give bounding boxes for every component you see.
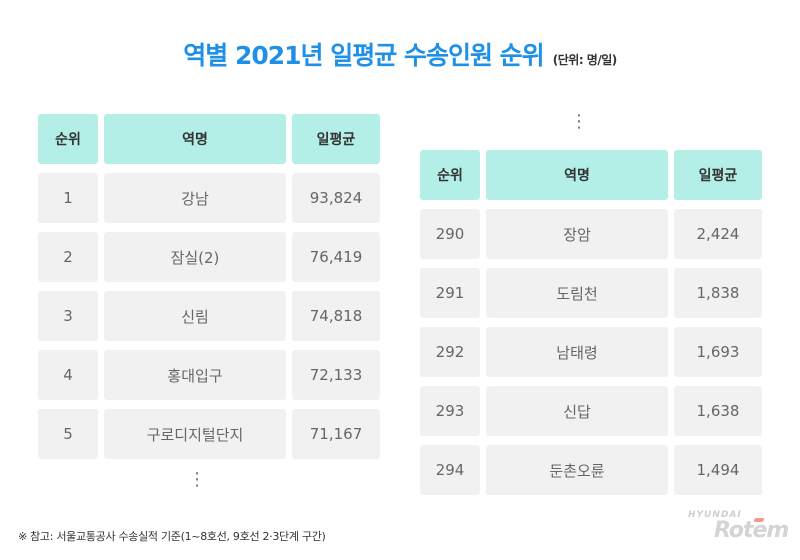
average-cell: 1,494 <box>674 445 762 495</box>
table-row: 290 장암 2,424 <box>420 209 762 259</box>
rank-cell: 290 <box>420 209 480 259</box>
station-cell: 신답 <box>486 386 668 436</box>
station-cell: 둔촌오륜 <box>486 445 668 495</box>
chart-title: 역별 2021년 일평균 수송인원 순위 <box>183 41 544 70</box>
logo-brand-top: HYUNDAI <box>688 510 742 520</box>
average-cell: 1,838 <box>674 268 762 318</box>
rank-cell: 4 <box>38 350 98 400</box>
header-station: 역명 <box>104 114 286 164</box>
header-average: 일평균 <box>674 150 762 200</box>
station-cell: 도림천 <box>486 268 668 318</box>
station-cell: 장암 <box>486 209 668 259</box>
station-cell: 잠실(2) <box>104 232 286 282</box>
average-cell: 2,424 <box>674 209 762 259</box>
table-row: 4 홍대입구 72,133 <box>38 350 380 400</box>
rank-cell: 294 <box>420 445 480 495</box>
table-header-row: 순위 역명 일평균 <box>38 114 380 164</box>
chart-title-row: 역별 2021년 일평균 수송인원 순위 (단위: 명/일) <box>0 36 800 72</box>
station-cell: 홍대입구 <box>104 350 286 400</box>
rank-cell: 3 <box>38 291 98 341</box>
header-average: 일평균 <box>292 114 380 164</box>
average-cell: 72,133 <box>292 350 380 400</box>
continuation-ellipsis: ⋮ <box>188 469 206 490</box>
rank-cell: 2 <box>38 232 98 282</box>
station-cell: 남태령 <box>486 327 668 377</box>
top-ranking-table: 순위 역명 일평균 1 강남 93,824 2 잠실(2) 76,419 3 신… <box>38 114 380 468</box>
station-cell: 강남 <box>104 173 286 223</box>
rank-cell: 291 <box>420 268 480 318</box>
header-rank: 순위 <box>420 150 480 200</box>
table-row: 294 둔촌오륜 1,494 <box>420 445 762 495</box>
average-cell: 1,693 <box>674 327 762 377</box>
header-station: 역명 <box>486 150 668 200</box>
table-row: 293 신답 1,638 <box>420 386 762 436</box>
table-row: 1 강남 93,824 <box>38 173 380 223</box>
bottom-ranking-table: 순위 역명 일평균 290 장암 2,424 291 도림천 1,838 292… <box>420 150 762 504</box>
rank-cell: 5 <box>38 409 98 459</box>
continuation-ellipsis: ⋮ <box>570 111 588 132</box>
table-row: 292 남태령 1,693 <box>420 327 762 377</box>
rank-cell: 1 <box>38 173 98 223</box>
header-rank: 순위 <box>38 114 98 164</box>
average-cell: 76,419 <box>292 232 380 282</box>
station-cell: 신림 <box>104 291 286 341</box>
average-cell: 71,167 <box>292 409 380 459</box>
station-cell: 구로디지털단지 <box>104 409 286 459</box>
table-row: 2 잠실(2) 76,419 <box>38 232 380 282</box>
logo-brand-main: Rotem <box>714 518 789 543</box>
table-row: 291 도림천 1,838 <box>420 268 762 318</box>
unit-label: (단위: 명/일) <box>552 53 618 67</box>
source-footnote: ※ 참고: 서울교통공사 수송실적 기준(1~8호선, 9호선 2·3단계 구간… <box>18 530 326 543</box>
average-cell: 93,824 <box>292 173 380 223</box>
table-header-row: 순위 역명 일평균 <box>420 150 762 200</box>
rank-cell: 292 <box>420 327 480 377</box>
hyundai-rotem-logo: HYUNDAI Rotem <box>686 510 789 552</box>
table-row: 3 신림 74,818 <box>38 291 380 341</box>
average-cell: 1,638 <box>674 386 762 436</box>
rank-cell: 293 <box>420 386 480 436</box>
average-cell: 74,818 <box>292 291 380 341</box>
table-row: 5 구로디지털단지 71,167 <box>38 409 380 459</box>
